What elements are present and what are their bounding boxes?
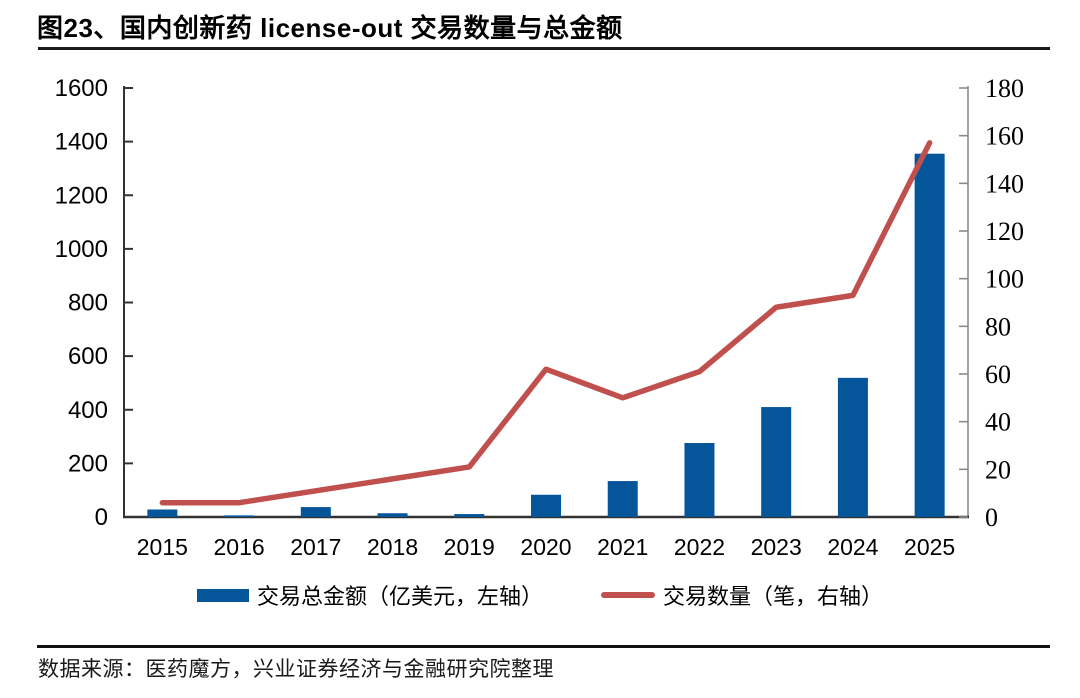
bar-2016 <box>224 515 255 517</box>
x-axis-label: 2016 <box>214 534 265 560</box>
x-axis-label: 2022 <box>674 534 725 560</box>
footer-divider <box>37 645 1050 648</box>
right-axis-tick-label: 140 <box>985 169 1024 198</box>
left-axis-tick-label: 1400 <box>55 129 108 156</box>
right-axis-tick-label: 120 <box>985 217 1024 246</box>
bar-2015 <box>147 509 178 517</box>
right-axis-tick-label: 0 <box>985 503 998 532</box>
bar-series-label: 交易总金额（亿美元，左轴） <box>256 584 543 609</box>
left-axis-tick-label: 1200 <box>55 182 108 209</box>
line-series-label: 交易数量（笔，右轴） <box>663 584 884 609</box>
x-axis-label: 2015 <box>137 534 188 560</box>
line-series <box>159 140 933 506</box>
left-axis-tick-label: 200 <box>68 450 108 477</box>
left-axis-tick-label: 1600 <box>55 75 108 102</box>
right-axis-tick-label: 180 <box>985 74 1024 103</box>
bar-2025 <box>914 153 945 518</box>
left-axis-tick-label: 600 <box>68 343 108 370</box>
bar-2022 <box>684 442 715 517</box>
x-axis-label: 2019 <box>444 534 495 560</box>
right-axis-tick-label: 40 <box>985 408 1011 437</box>
x-axis-label: 2018 <box>367 534 418 560</box>
chart-area: 0 200 400 600 800 1000 1200 1400 1600 0 20 40 60 80 10… <box>55 74 1024 560</box>
combo-chart: 0 200 400 600 800 1000 1200 1400 1600 0 20 40 60 80 10… <box>55 74 1024 560</box>
bar-series-swatch <box>196 588 249 602</box>
chart-legend: 交易总金额（亿美元，左轴） 交易数量（笔，右轴） <box>0 579 1080 611</box>
figure-title: 图23、国内创新药 license-out 交易数量与总金额 <box>37 13 623 43</box>
right-axis-tick-label: 80 <box>985 312 1011 341</box>
right-axis-tick-label: 100 <box>985 265 1024 294</box>
left-axis-tick-label: 400 <box>68 397 108 424</box>
bar-2023 <box>761 407 792 517</box>
legend-item-line-series: 交易数量（笔，右轴） <box>601 579 883 611</box>
x-axis-label: 2017 <box>290 534 341 560</box>
x-axis-label: 2025 <box>904 534 955 560</box>
data-source: 数据来源：医药魔方，兴业证券经济与金融研究院整理 <box>38 657 554 681</box>
x-axis-label: 2023 <box>751 534 802 560</box>
bar-2024 <box>837 377 868 517</box>
x-axis-label: 2021 <box>597 534 648 560</box>
legend-item-bar-series: 交易总金额（亿美元，左轴） <box>196 579 543 611</box>
right-axis-tick-label: 160 <box>985 122 1024 151</box>
left-axis-tick-label: 0 <box>95 504 108 531</box>
x-axis-label: 2024 <box>827 534 878 560</box>
left-axis-tick-label: 1000 <box>55 236 108 263</box>
bar-2021 <box>607 481 638 517</box>
left-axis-tick-label: 800 <box>68 290 108 317</box>
right-axis-tick-label: 60 <box>985 360 1011 389</box>
line-series-swatch <box>601 592 655 598</box>
x-axis-label: 2020 <box>520 534 571 560</box>
right-axis-tick-label: 20 <box>985 455 1011 484</box>
bar-2020 <box>531 494 561 517</box>
bar-2019 <box>454 514 485 517</box>
title-divider <box>38 47 1050 50</box>
bar-2017 <box>300 507 331 517</box>
bar-2018 <box>377 513 408 517</box>
